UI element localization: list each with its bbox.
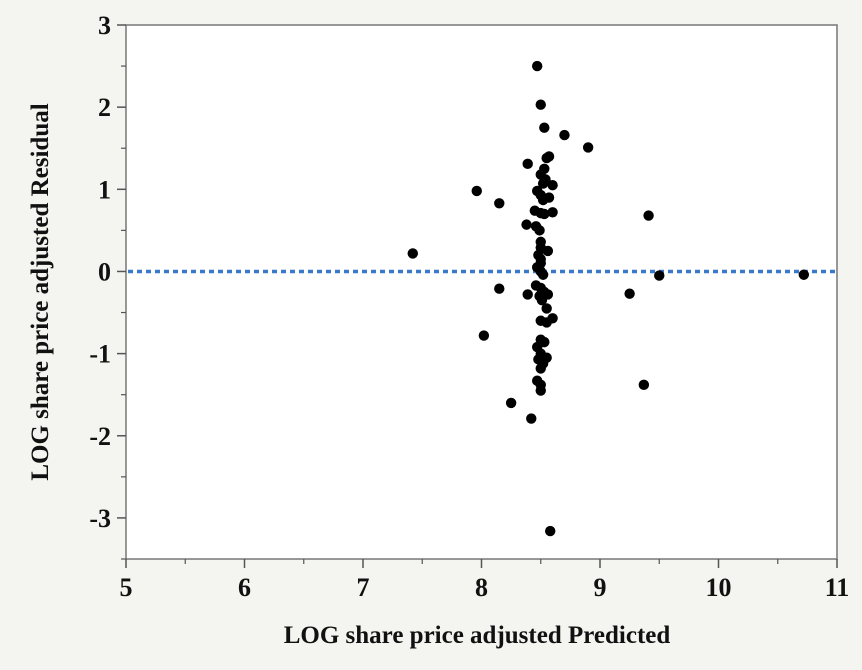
data-point	[521, 219, 532, 230]
data-point	[798, 269, 810, 280]
data-point	[559, 129, 570, 141]
data-point	[535, 385, 546, 396]
data-point	[539, 208, 550, 220]
data-point	[545, 525, 556, 537]
data-point	[537, 269, 549, 280]
data-point	[536, 295, 548, 306]
data-point	[494, 198, 505, 209]
x-tick-label: 9	[594, 573, 607, 602]
data-point	[541, 317, 552, 328]
data-point	[547, 180, 558, 191]
data-point	[471, 185, 482, 197]
y-tick-label: -1	[89, 340, 111, 369]
data-point	[534, 225, 545, 236]
data-point	[531, 60, 543, 72]
data-point	[537, 178, 549, 189]
x-tick-label: 8	[475, 573, 488, 602]
data-point	[526, 413, 537, 424]
data-point	[407, 248, 418, 259]
x-tick-label: 5	[120, 573, 133, 602]
data-point	[542, 245, 554, 257]
y-axis-label: LOG share price adjusted Residual	[27, 103, 54, 480]
y-tick-label: 1	[98, 175, 111, 204]
data-point	[537, 194, 549, 206]
x-tick-label: 6	[238, 573, 251, 602]
data-point	[582, 142, 594, 153]
data-point	[535, 99, 546, 110]
y-tick-label: 2	[98, 93, 111, 122]
data-point	[522, 158, 533, 170]
data-point	[643, 210, 654, 221]
x-tick-label: 10	[706, 573, 732, 602]
data-point	[522, 289, 533, 300]
data-point	[535, 363, 546, 374]
data-point	[547, 207, 558, 218]
data-point	[541, 303, 552, 314]
y-tick-label: 0	[98, 257, 111, 286]
data-point	[478, 330, 490, 341]
data-points	[407, 60, 810, 537]
data-point	[541, 152, 552, 164]
y-tick-label: -2	[89, 422, 111, 451]
x-axis-label: LOG share price adjusted Predicted	[284, 622, 671, 649]
data-point	[654, 270, 665, 281]
y-tick-label: -3	[89, 504, 111, 533]
x-tick-label: 11	[825, 573, 850, 602]
data-point	[624, 288, 635, 299]
plot-area	[125, 24, 838, 560]
data-point	[494, 283, 505, 294]
data-point	[539, 122, 550, 133]
x-tick-label: 7	[357, 573, 370, 602]
data-point	[505, 397, 517, 409]
data-point	[638, 379, 650, 391]
y-tick-label: 3	[98, 11, 111, 40]
